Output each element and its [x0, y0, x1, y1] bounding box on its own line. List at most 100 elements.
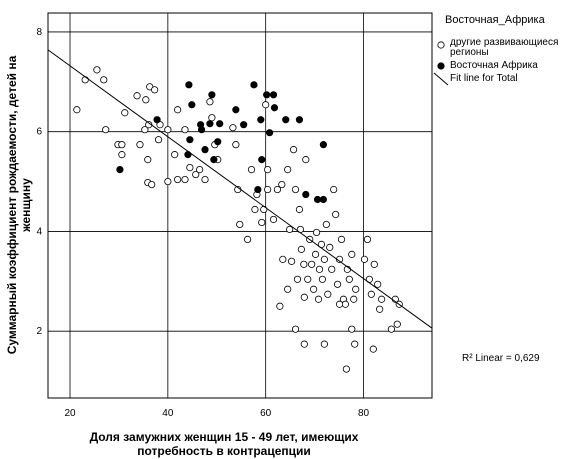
- point: [192, 170, 200, 179]
- point: [265, 129, 274, 137]
- y-label: женщину: [19, 178, 33, 233]
- point: [151, 86, 159, 94]
- point: [308, 260, 316, 268]
- point: [369, 345, 377, 353]
- x-tick-label: 60: [260, 408, 272, 419]
- legend-marker: [437, 62, 445, 70]
- y-tick-label: 4: [36, 226, 42, 237]
- point: [291, 185, 300, 194]
- point: [393, 320, 401, 328]
- point: [318, 275, 327, 283]
- point: [376, 305, 384, 313]
- point: [363, 235, 372, 244]
- point: [370, 260, 378, 268]
- x-tick-label: 80: [358, 408, 370, 419]
- point: [201, 175, 209, 184]
- point: [300, 260, 308, 268]
- point: [263, 91, 271, 99]
- point: [254, 185, 262, 194]
- point: [236, 220, 244, 229]
- point: [342, 365, 350, 373]
- point: [174, 175, 182, 184]
- point: [196, 165, 204, 174]
- point: [264, 165, 272, 174]
- legend-label: Восточная Африка: [450, 60, 538, 71]
- x-tick-label: 20: [64, 408, 76, 419]
- point: [164, 177, 172, 186]
- point: [288, 257, 296, 265]
- point: [206, 98, 214, 106]
- point: [319, 141, 328, 149]
- point: [206, 120, 214, 128]
- point: [269, 215, 278, 224]
- point: [198, 126, 206, 134]
- legend-marker: [433, 72, 449, 86]
- point: [278, 180, 286, 189]
- point: [214, 138, 222, 146]
- point: [264, 185, 272, 194]
- point: [279, 255, 287, 263]
- point: [289, 146, 298, 154]
- point: [295, 116, 304, 124]
- point: [232, 106, 240, 114]
- point: [174, 106, 182, 114]
- point: [350, 295, 358, 303]
- point: [310, 285, 318, 293]
- point: [171, 151, 179, 159]
- point: [118, 141, 126, 149]
- point: [333, 280, 342, 288]
- point: [332, 210, 340, 219]
- point: [185, 81, 193, 89]
- point: [100, 76, 108, 84]
- point: [348, 325, 356, 333]
- point: [282, 116, 290, 124]
- point: [136, 141, 144, 149]
- point: [322, 220, 330, 229]
- point: [312, 228, 321, 237]
- point: [270, 104, 279, 112]
- point: [276, 302, 284, 310]
- point: [295, 205, 304, 214]
- point: [121, 109, 129, 117]
- point: [154, 136, 163, 144]
- point: [257, 116, 265, 124]
- point: [374, 280, 382, 288]
- fit-line: [47, 49, 433, 329]
- legend-title: Восточная_Африка: [445, 14, 545, 26]
- point: [335, 300, 344, 308]
- point: [133, 92, 141, 100]
- point: [232, 141, 240, 149]
- point: [243, 235, 252, 244]
- point: [73, 106, 81, 114]
- point: [208, 114, 216, 122]
- point: [378, 295, 386, 303]
- point: [315, 265, 324, 273]
- point: [291, 325, 300, 333]
- point: [311, 250, 320, 258]
- point: [314, 295, 323, 303]
- y-tick-label: 2: [36, 326, 42, 337]
- point: [319, 195, 328, 204]
- legend-label: Fit line for Total: [450, 73, 518, 84]
- point: [297, 245, 305, 253]
- point: [240, 121, 248, 129]
- point: [250, 81, 258, 89]
- point: [181, 175, 189, 184]
- x-label: Доля замужних женщин 15 - 49 лет, имеющи…: [90, 430, 359, 444]
- point: [313, 195, 322, 204]
- point: [181, 126, 189, 134]
- point: [251, 205, 259, 214]
- point: [348, 250, 356, 258]
- point: [93, 66, 101, 74]
- x-tick-label: 40: [162, 408, 174, 419]
- point: [304, 275, 312, 283]
- point: [262, 101, 270, 109]
- point: [116, 165, 124, 174]
- point: [302, 190, 310, 199]
- point: [273, 185, 282, 194]
- point: [216, 120, 224, 128]
- point: [141, 126, 149, 134]
- point: [186, 136, 194, 144]
- y-label: Суммарный коэффициент рождаемости, детей…: [5, 55, 19, 354]
